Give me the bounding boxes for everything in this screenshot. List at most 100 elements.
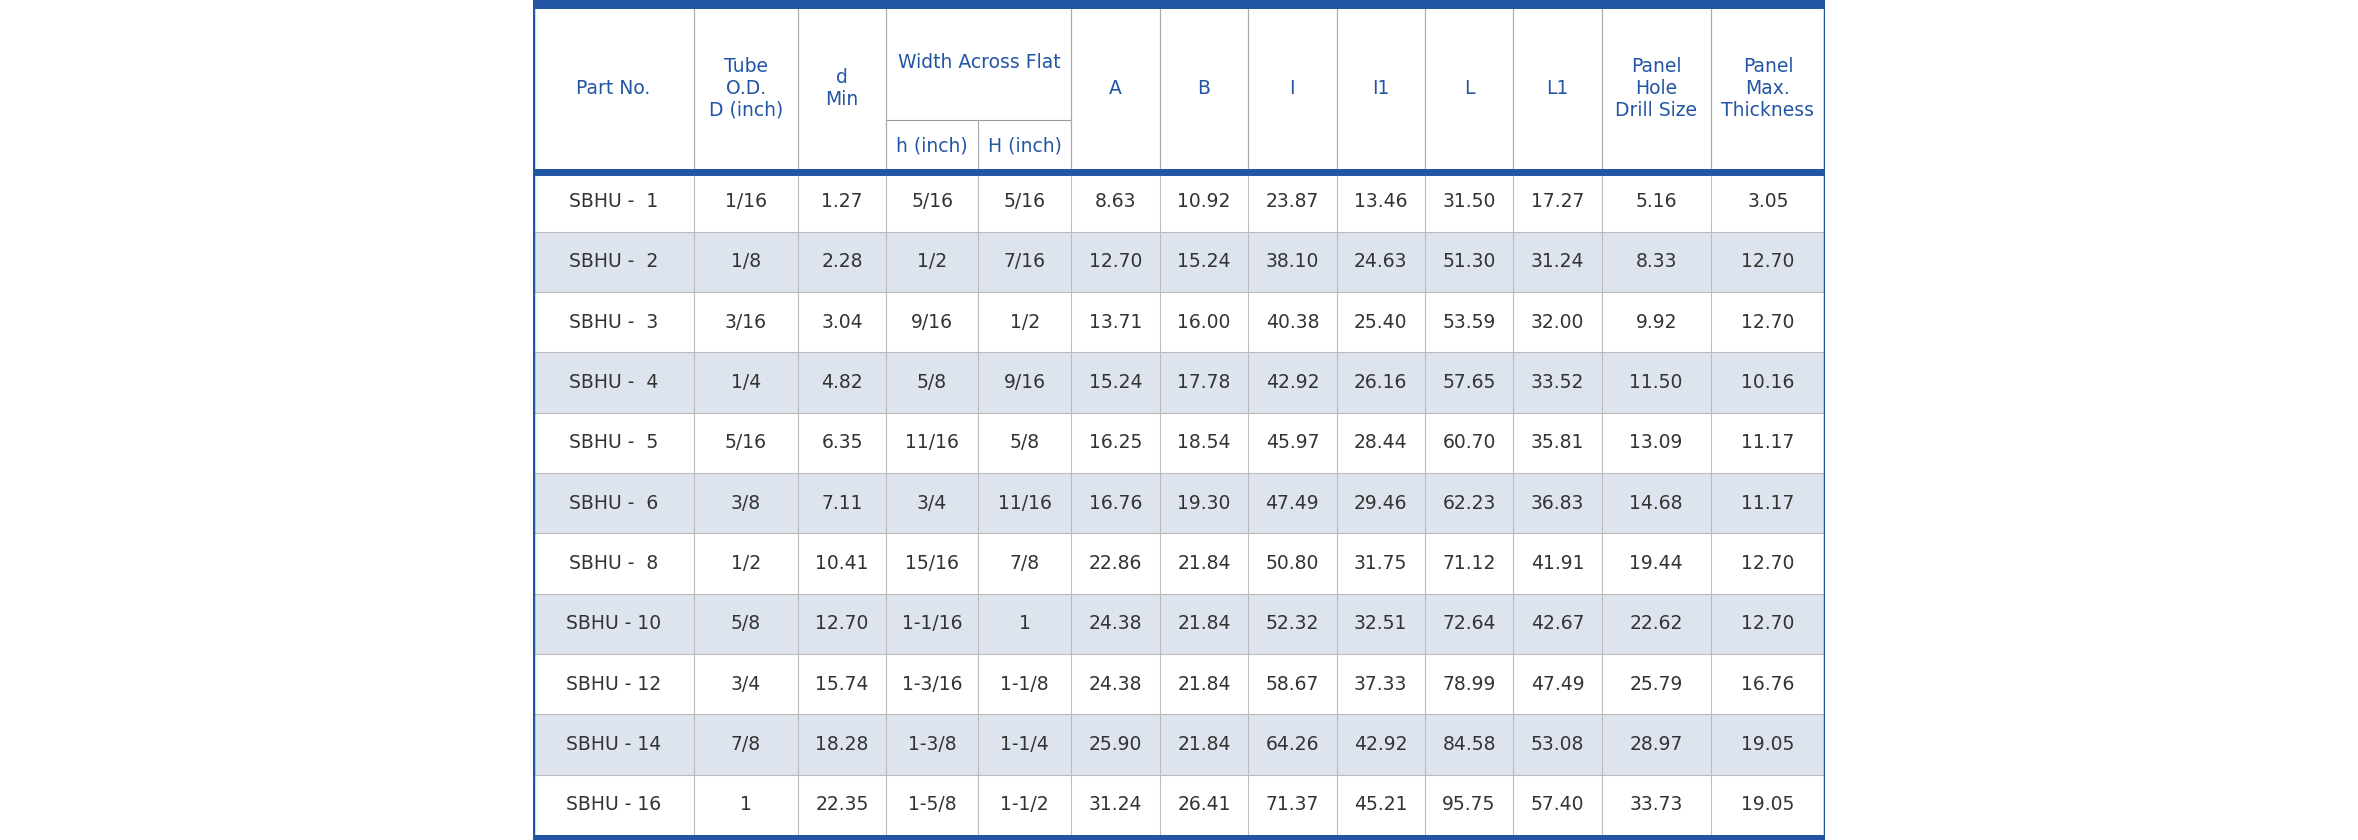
Text: 57.40: 57.40: [1530, 795, 1585, 814]
Text: 12.70: 12.70: [816, 614, 868, 633]
Bar: [797, 5, 887, 171]
Text: 1-1/16: 1-1/16: [901, 614, 962, 633]
Text: 28.97: 28.97: [1629, 735, 1684, 753]
Text: 51.30: 51.30: [1443, 253, 1495, 271]
Text: 5/16: 5/16: [724, 433, 766, 453]
Text: 36.83: 36.83: [1530, 494, 1585, 512]
Text: SBHU -  3: SBHU - 3: [568, 312, 658, 332]
Bar: [1424, 5, 1514, 171]
Text: 12.70: 12.70: [1740, 253, 1794, 271]
Text: Panel
Hole
Drill Size: Panel Hole Drill Size: [1615, 57, 1698, 120]
Text: 1-3/8: 1-3/8: [908, 735, 957, 753]
Text: 19.05: 19.05: [1740, 795, 1794, 814]
Text: 12.70: 12.70: [1740, 614, 1794, 633]
Text: 33.73: 33.73: [1629, 795, 1684, 814]
Text: 1/2: 1/2: [917, 253, 948, 271]
Text: 13.46: 13.46: [1353, 192, 1408, 211]
Text: 19.30: 19.30: [1177, 494, 1231, 512]
Text: 5.16: 5.16: [1636, 192, 1677, 211]
Text: 1-5/8: 1-5/8: [908, 795, 957, 814]
Text: L: L: [1464, 79, 1474, 98]
Text: SBHU -  5: SBHU - 5: [568, 433, 658, 453]
Text: 16.76: 16.76: [1740, 675, 1794, 694]
Text: A: A: [1108, 79, 1122, 98]
Text: 52.32: 52.32: [1266, 614, 1318, 633]
Text: 22.62: 22.62: [1629, 614, 1684, 633]
Bar: [533, 774, 1825, 835]
Text: 78.99: 78.99: [1443, 675, 1495, 694]
Text: 1: 1: [1019, 614, 1030, 633]
Text: 47.49: 47.49: [1266, 494, 1318, 512]
Bar: [533, 714, 1825, 774]
Text: Part No.: Part No.: [575, 79, 651, 98]
Text: 3/4: 3/4: [917, 494, 948, 512]
Text: 31.50: 31.50: [1443, 192, 1495, 211]
Text: SBHU -  1: SBHU - 1: [568, 192, 658, 211]
Text: 24.38: 24.38: [1089, 614, 1141, 633]
Text: 21.84: 21.84: [1177, 675, 1231, 694]
Text: 31.75: 31.75: [1353, 554, 1408, 573]
Text: 1.27: 1.27: [821, 192, 863, 211]
Text: 31.24: 31.24: [1089, 795, 1141, 814]
Text: Panel
Max.
Thickness: Panel Max. Thickness: [1721, 57, 1813, 120]
Bar: [533, 835, 1825, 840]
Text: 60.70: 60.70: [1443, 433, 1495, 453]
Text: 42.67: 42.67: [1530, 614, 1585, 633]
Text: 24.38: 24.38: [1089, 675, 1141, 694]
Text: 33.52: 33.52: [1530, 373, 1585, 392]
Text: 72.64: 72.64: [1443, 614, 1495, 633]
Text: 1-1/2: 1-1/2: [1000, 795, 1049, 814]
Bar: [533, 171, 1825, 232]
Text: 45.21: 45.21: [1353, 795, 1408, 814]
Text: 8.63: 8.63: [1094, 192, 1137, 211]
Text: I1: I1: [1372, 79, 1389, 98]
Text: 7/8: 7/8: [731, 735, 762, 753]
Bar: [533, 835, 1825, 840]
Text: 7/8: 7/8: [1009, 554, 1040, 573]
Text: 3.04: 3.04: [821, 312, 863, 332]
Text: 3/8: 3/8: [731, 494, 762, 512]
Text: 11.17: 11.17: [1740, 494, 1794, 512]
Bar: [533, 353, 1825, 412]
Text: 12.70: 12.70: [1089, 253, 1141, 271]
Text: 10.92: 10.92: [1177, 192, 1231, 211]
Bar: [887, 5, 1071, 119]
Bar: [533, 0, 1825, 5]
Bar: [533, 232, 1825, 292]
Text: 37.33: 37.33: [1353, 675, 1408, 694]
Text: 5/8: 5/8: [1009, 433, 1040, 453]
Text: SBHU -  8: SBHU - 8: [568, 554, 658, 573]
Text: H (inch): H (inch): [988, 136, 1061, 155]
Text: 32.00: 32.00: [1530, 312, 1585, 332]
Bar: [1514, 5, 1601, 171]
Text: 47.49: 47.49: [1530, 675, 1585, 694]
Text: 17.27: 17.27: [1530, 192, 1585, 211]
Text: SBHU -  6: SBHU - 6: [568, 494, 658, 512]
Text: 84.58: 84.58: [1443, 735, 1495, 753]
Text: 1-3/16: 1-3/16: [901, 675, 962, 694]
Text: 12.70: 12.70: [1740, 312, 1794, 332]
Bar: [533, 594, 1825, 654]
Text: 19.05: 19.05: [1740, 735, 1794, 753]
Text: 42.92: 42.92: [1353, 735, 1408, 753]
Text: 16.00: 16.00: [1177, 312, 1231, 332]
Text: 3.05: 3.05: [1747, 192, 1790, 211]
Text: 26.41: 26.41: [1177, 795, 1231, 814]
Text: 22.86: 22.86: [1089, 554, 1141, 573]
Text: 5/8: 5/8: [731, 614, 762, 633]
Text: 11/16: 11/16: [997, 494, 1052, 512]
Text: 58.67: 58.67: [1266, 675, 1318, 694]
Text: 95.75: 95.75: [1443, 795, 1495, 814]
Text: 9.92: 9.92: [1636, 312, 1677, 332]
Text: 5/8: 5/8: [917, 373, 948, 392]
Text: SBHU - 10: SBHU - 10: [566, 614, 660, 633]
Bar: [533, 654, 1825, 714]
Text: 71.12: 71.12: [1443, 554, 1495, 573]
Text: 1-1/4: 1-1/4: [1000, 735, 1049, 753]
Text: 8.33: 8.33: [1636, 253, 1677, 271]
Text: 18.54: 18.54: [1177, 433, 1231, 453]
Text: 1/2: 1/2: [1009, 312, 1040, 332]
Text: 42.92: 42.92: [1266, 373, 1318, 392]
Text: 9/16: 9/16: [910, 312, 953, 332]
Text: 22.35: 22.35: [816, 795, 868, 814]
